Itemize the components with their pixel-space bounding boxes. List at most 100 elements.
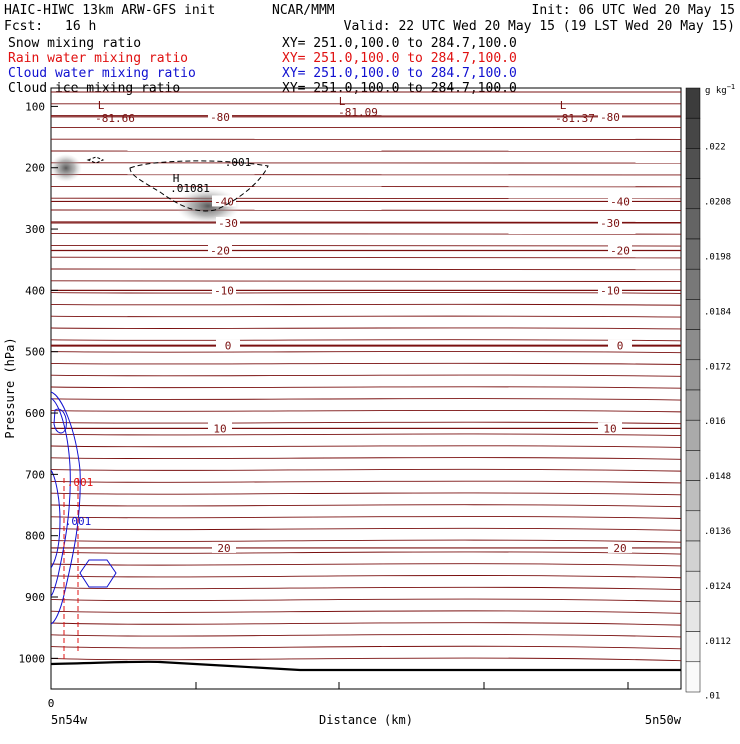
fine-contour-20 xyxy=(51,328,681,329)
model-title: HAIC-HIWC 13km ARW-GFS init xyxy=(4,3,215,18)
cloud-water-hexagon xyxy=(80,560,116,587)
fine-contour-45 xyxy=(51,623,681,625)
field-cloudwater-xy: XY= 251.0,100.0 to 284.7,100.0 xyxy=(282,66,517,81)
colorbar-label-1: .0208 xyxy=(704,198,731,208)
fine-contour-28 xyxy=(51,422,681,424)
colorbar-swatch-7 xyxy=(686,299,700,329)
y-tick-label-400: 400 xyxy=(25,284,45,297)
cloud-water-contours xyxy=(51,392,116,624)
fine-contour-42 xyxy=(51,587,681,589)
y-tick-label-600: 600 xyxy=(25,407,45,420)
cloud-ice-contour-label: .001 xyxy=(225,156,252,169)
fine-contour-41 xyxy=(51,575,681,577)
y-tick-label-1000: 1000 xyxy=(19,652,46,665)
valid-time: Valid: 22 UTC Wed 20 May 15 (19 LST Wed … xyxy=(344,19,735,34)
isotherm-label-3-0: -20 xyxy=(210,245,230,258)
fine-contour-30 xyxy=(51,446,681,448)
colorbar-swatch-8 xyxy=(686,330,700,360)
colorbar-label-6: .0148 xyxy=(704,472,731,482)
colorbar-unit: g kg−1 xyxy=(705,83,735,96)
colorbar-label-5: .016 xyxy=(704,417,726,427)
fine-contour-26 xyxy=(51,399,681,400)
y-tick-label-800: 800 xyxy=(25,530,45,543)
fine-contour-15 xyxy=(51,269,681,270)
fine-contour-35 xyxy=(51,505,681,507)
colorbar-swatch-14 xyxy=(686,511,700,541)
fine-contour-16 xyxy=(51,281,681,282)
init-time: Init: 06 UTC Wed 20 May 15 xyxy=(532,3,736,18)
isotherm-label-0-0: -80 xyxy=(210,111,230,124)
field-legend: Snow mixing ratio XY= 251.0,100.0 to 284… xyxy=(8,36,517,96)
isotherm-label-5-1: 0 xyxy=(617,340,624,353)
rain-contour-label: .001 xyxy=(67,476,94,489)
fine-contour-36 xyxy=(51,517,681,519)
colorbar-swatch-9 xyxy=(686,360,700,390)
colorbar-unit-text: g kg xyxy=(705,86,727,96)
fine-contour-19 xyxy=(51,316,681,317)
cloud-ice-small-contour xyxy=(88,157,103,163)
isotherm-label-3-1: -20 xyxy=(610,245,630,258)
isotherm-line-5 xyxy=(51,345,681,346)
fine-contour-46 xyxy=(51,634,681,637)
colorbar-unit-exp: −1 xyxy=(727,83,735,91)
colorbar-label-10: .01 xyxy=(704,692,720,702)
fine-contour-25 xyxy=(51,387,681,388)
colorbar: g kg−1 .022.0208.0198.0184.0172.016.0148… xyxy=(686,83,735,702)
colorbar-swatch-19 xyxy=(686,662,700,692)
fine-contour-43 xyxy=(51,599,681,601)
colorbar-swatch-2 xyxy=(686,148,700,178)
field-snow-name: Snow mixing ratio xyxy=(8,36,141,51)
extrema-labels: L -81.66 L -81.09 L -81.37 H .01081 xyxy=(95,95,595,195)
colorbar-label-4: .0172 xyxy=(704,362,731,372)
colorbar-swatch-15 xyxy=(686,541,700,571)
fine-contour-38 xyxy=(51,540,681,542)
low-value-1: -81.66 xyxy=(95,112,135,125)
fine-contour-31 xyxy=(51,458,681,460)
fine-contour-21 xyxy=(51,340,681,341)
fine-contour-9 xyxy=(51,198,681,199)
fine-contours xyxy=(51,92,681,661)
y-tick-label-100: 100 xyxy=(25,100,45,113)
colorbar-swatch-6 xyxy=(686,269,700,299)
colorbar-swatch-0 xyxy=(686,88,700,118)
fine-contour-44 xyxy=(51,611,681,613)
plot-frame xyxy=(51,88,681,689)
field-rain-name: Rain water mixing ratio xyxy=(8,51,188,66)
colorbar-swatch-4 xyxy=(686,209,700,239)
cloud-water-contour-mid xyxy=(51,398,70,596)
isotherm-label-6-1: 10 xyxy=(603,422,616,435)
colorbar-swatch-12 xyxy=(686,450,700,480)
cloud-water-contour-label: .001 xyxy=(65,515,92,528)
isotherm-label-2-0: -30 xyxy=(218,217,238,230)
fine-contour-17 xyxy=(51,292,681,293)
isotherm-label-1-1: -40 xyxy=(610,195,630,208)
x-axis-label: Distance (km) xyxy=(319,713,413,727)
fine-contour-47 xyxy=(51,646,681,649)
org-title: NCAR/MMM xyxy=(272,3,335,18)
x-left-location: 5n54w xyxy=(51,713,88,727)
fine-contour-40 xyxy=(51,564,681,566)
colorbar-swatch-16 xyxy=(686,571,700,601)
colorbar-swatch-18 xyxy=(686,632,700,662)
cloud-water-contour-inner xyxy=(51,470,60,568)
low-marker-1: L xyxy=(98,99,105,112)
colorbar-label-0: .022 xyxy=(704,143,726,153)
colorbar-label-2: .0198 xyxy=(704,252,731,262)
fine-contour-27 xyxy=(51,410,681,411)
fine-contour-39 xyxy=(51,552,681,554)
colorbar-swatch-11 xyxy=(686,420,700,450)
fine-contour-37 xyxy=(51,528,681,530)
isotherm-label-6-0: 10 xyxy=(213,422,226,435)
colorbar-label-7: .0136 xyxy=(704,527,731,537)
x-start-label: 0 xyxy=(48,697,55,710)
isotherm-label-2-1: -30 xyxy=(600,217,620,230)
x-right-location: 5n50w xyxy=(645,713,682,727)
low-value-2: -81.09 xyxy=(338,106,378,119)
high-value: .01081 xyxy=(170,182,210,195)
isotherm-label-7-1: 20 xyxy=(613,542,626,555)
low-value-3: -81.37 xyxy=(555,112,595,125)
fine-contour-48 xyxy=(51,658,681,661)
